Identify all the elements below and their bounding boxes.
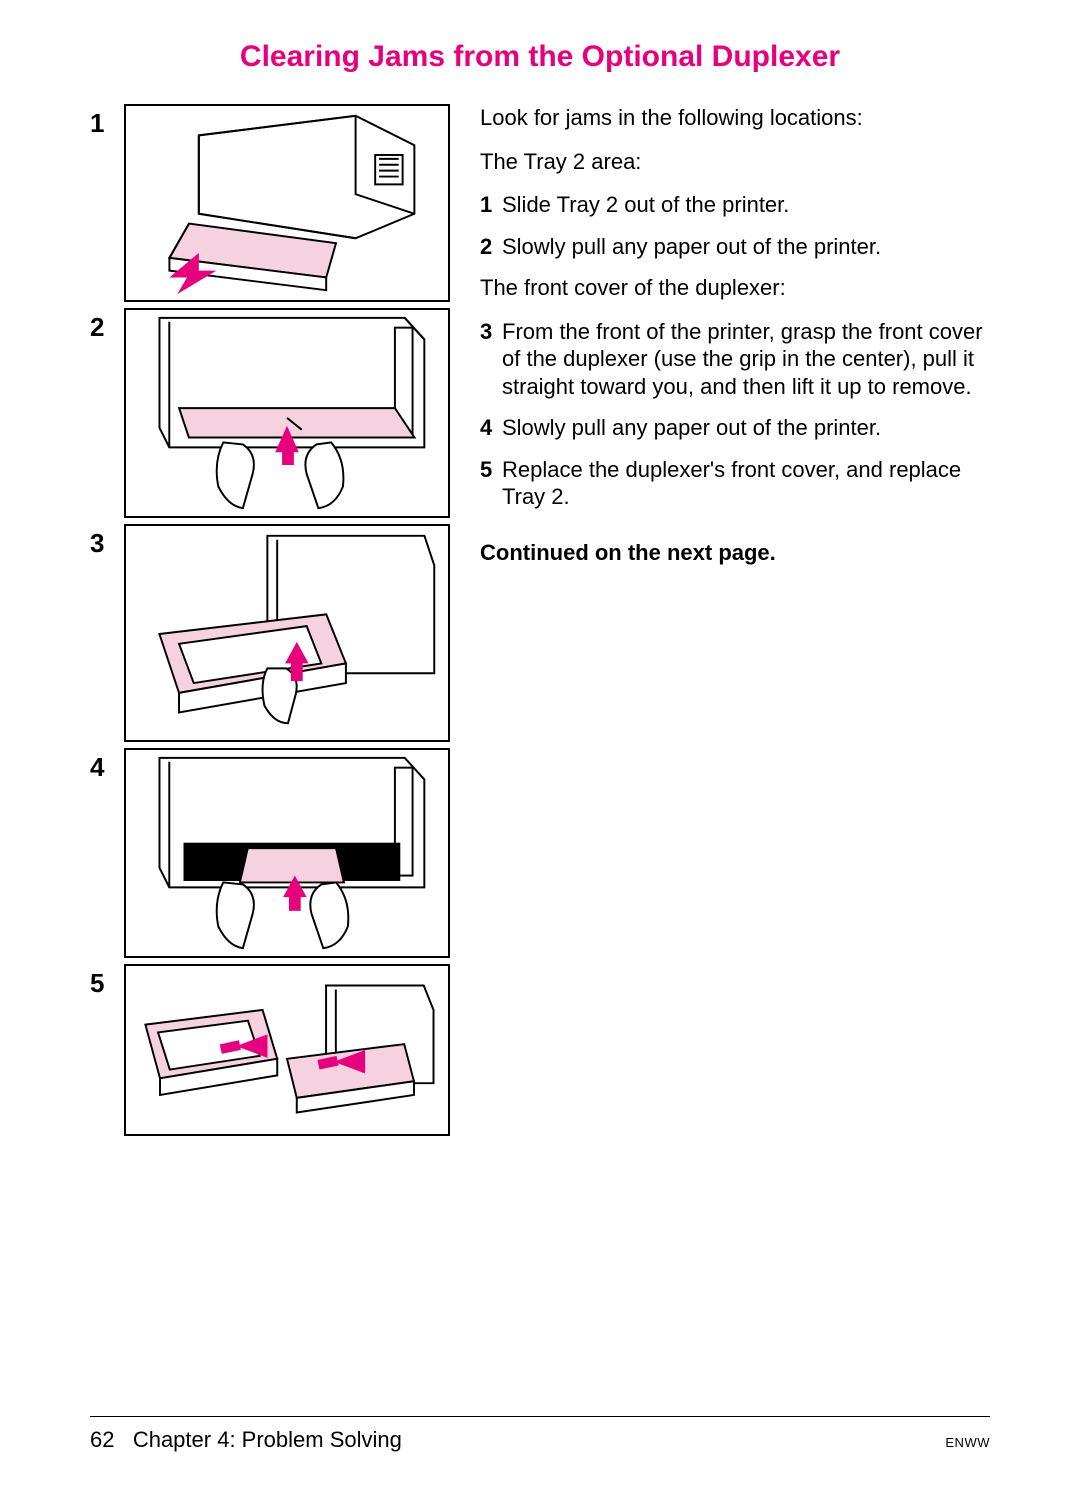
intro-text: Look for jams in the following locations… — [480, 104, 990, 132]
figure-2: 2 — [90, 308, 450, 518]
footer-left: 62 Chapter 4: Problem Solving — [90, 1427, 402, 1453]
step-text: Replace the duplexer's front cover, and … — [502, 456, 990, 511]
figures-column: 1 — [90, 104, 450, 1136]
step-text: Slide Tray 2 out of the printer. — [502, 191, 990, 219]
figure-number: 3 — [90, 524, 116, 559]
figure-illustration — [124, 308, 450, 518]
page-footer: 62 Chapter 4: Problem Solving ENWW — [90, 1427, 990, 1453]
step-text: Slowly pull any paper out of the printer… — [502, 233, 990, 261]
instructions-column: Look for jams in the following locations… — [480, 104, 990, 1136]
step-item: 5 Replace the duplexer's front cover, an… — [480, 456, 990, 511]
section-b-steps: 3 From the front of the printer, grasp t… — [480, 318, 990, 511]
figure-number: 1 — [90, 104, 116, 139]
content-area: 1 — [90, 104, 990, 1136]
figure-1: 1 — [90, 104, 450, 302]
figure-4: 4 — [90, 748, 450, 958]
figure-illustration — [124, 748, 450, 958]
footer-rule — [90, 1416, 990, 1417]
step-number: 2 — [480, 233, 502, 261]
section-b-label: The front cover of the duplexer: — [480, 274, 990, 302]
figure-number: 2 — [90, 308, 116, 343]
figure-number: 4 — [90, 748, 116, 783]
section-a-steps: 1 Slide Tray 2 out of the printer. 2 Slo… — [480, 191, 990, 260]
step-item: 2 Slowly pull any paper out of the print… — [480, 233, 990, 261]
step-text: From the front of the printer, grasp the… — [502, 318, 990, 401]
footer-locale: ENWW — [945, 1435, 990, 1450]
page-title: Clearing Jams from the Optional Duplexer — [90, 40, 990, 74]
step-item: 4 Slowly pull any paper out of the print… — [480, 414, 990, 442]
step-text: Slowly pull any paper out of the printer… — [502, 414, 990, 442]
continued-text: Continued on the next page. — [480, 539, 990, 567]
step-item: 1 Slide Tray 2 out of the printer. — [480, 191, 990, 219]
chapter-label: Chapter 4: Problem Solving — [133, 1427, 402, 1452]
figure-illustration — [124, 524, 450, 742]
figure-illustration — [124, 964, 450, 1136]
step-number: 1 — [480, 191, 502, 219]
page-number: 62 — [90, 1427, 114, 1452]
step-item: 3 From the front of the printer, grasp t… — [480, 318, 990, 401]
figure-number: 5 — [90, 964, 116, 999]
step-number: 4 — [480, 414, 502, 442]
step-number: 5 — [480, 456, 502, 511]
section-a-label: The Tray 2 area: — [480, 148, 990, 176]
step-number: 3 — [480, 318, 502, 401]
figure-5: 5 — [90, 964, 450, 1136]
figure-illustration — [124, 104, 450, 302]
figure-3: 3 — [90, 524, 450, 742]
